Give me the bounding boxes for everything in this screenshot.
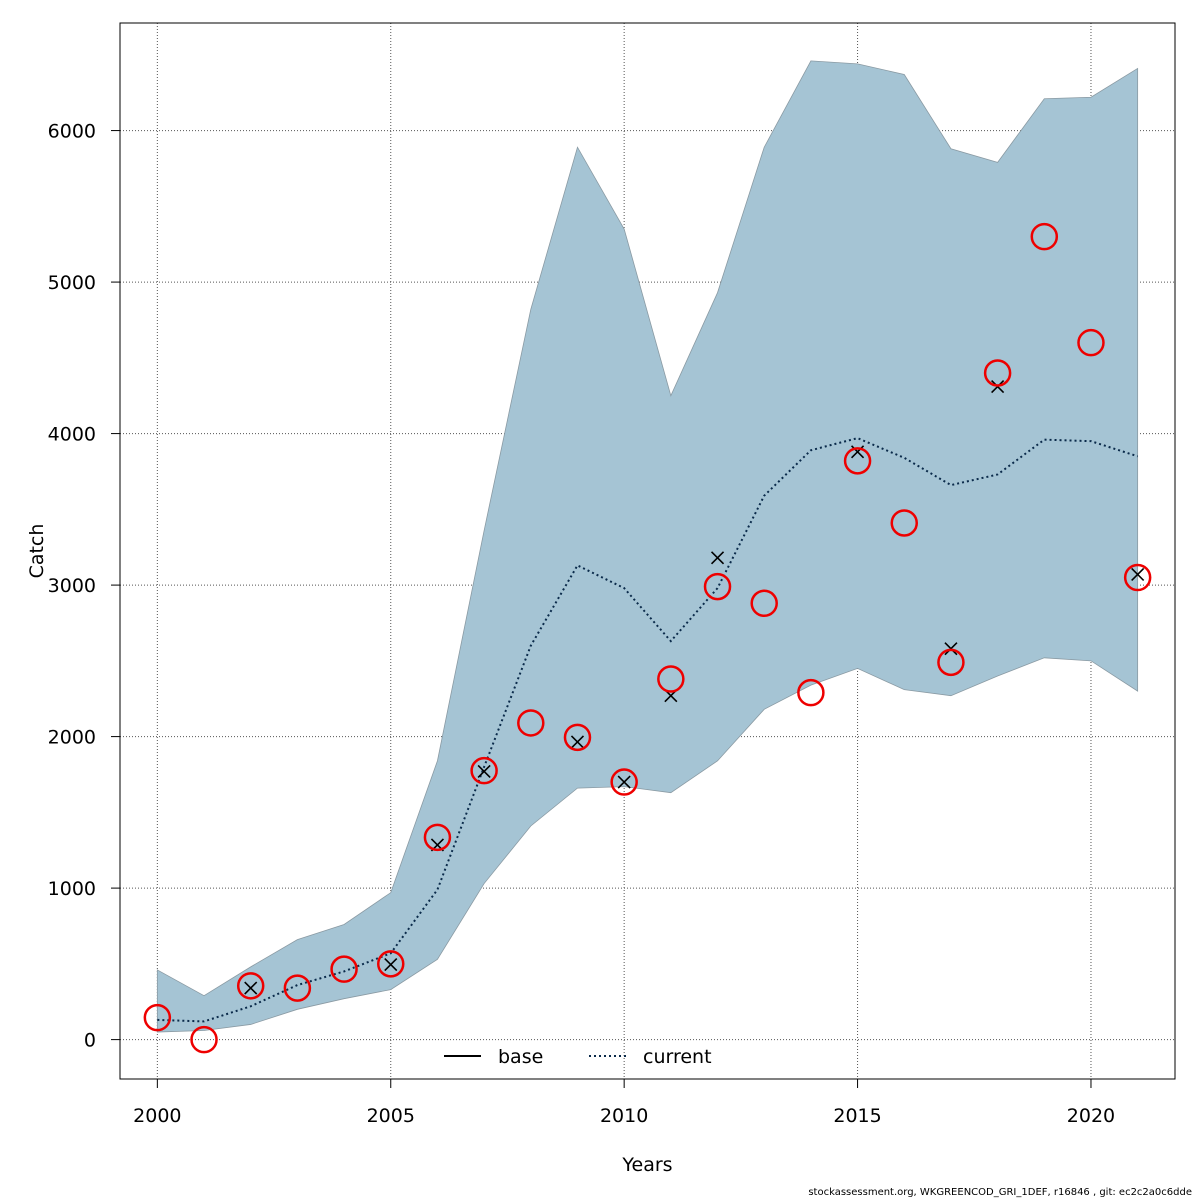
cross-marker bbox=[1131, 567, 1145, 582]
legend-label-current: current bbox=[643, 1046, 712, 1068]
y-tick-label: 6000 bbox=[48, 121, 96, 143]
footer-credit: stockassessment.org, WKGREENCOD_GRI_1DEF… bbox=[808, 1187, 1192, 1198]
observed-point bbox=[517, 709, 545, 737]
cross-stroke bbox=[617, 775, 631, 789]
cross-stroke bbox=[244, 981, 258, 995]
plot-frame bbox=[119, 22, 1176, 1080]
cross-stroke bbox=[710, 551, 725, 565]
observed-point bbox=[330, 955, 358, 983]
cross-marker bbox=[384, 958, 398, 972]
x-tick-label: 2005 bbox=[367, 1105, 415, 1127]
observed-point bbox=[423, 823, 452, 852]
y-tick-label: 1000 bbox=[48, 878, 96, 900]
legend-label-base: base bbox=[498, 1046, 543, 1068]
x-axis: 2000 2005 2010 2015 2020 bbox=[133, 1079, 1115, 1127]
observed-point bbox=[1077, 328, 1105, 357]
observed-point bbox=[470, 756, 498, 785]
observed-point bbox=[843, 447, 872, 475]
observed-point bbox=[797, 678, 825, 707]
series-lines bbox=[157, 437, 1138, 1023]
observed-point bbox=[1123, 563, 1152, 592]
confidence-band-area bbox=[156, 60, 1139, 1033]
observed-point bbox=[377, 950, 405, 978]
observed-point bbox=[143, 1003, 172, 1032]
confidence-band bbox=[156, 60, 1139, 1033]
x-tick-label: 2015 bbox=[833, 1105, 881, 1127]
cross-marker bbox=[244, 981, 258, 995]
cross-marker bbox=[477, 764, 491, 779]
observed-point bbox=[283, 974, 312, 1002]
cross-stroke bbox=[384, 958, 398, 972]
x-axis-label: Years bbox=[621, 1154, 672, 1176]
y-axis: 0 1000 2000 3000 4000 5000 6000 bbox=[48, 121, 120, 1052]
cross-stroke bbox=[477, 764, 491, 779]
legend: base current bbox=[444, 1046, 712, 1068]
y-tick-label: 2000 bbox=[48, 727, 96, 749]
series-line-current bbox=[157, 437, 1138, 1023]
x-tick-label: 2000 bbox=[133, 1105, 181, 1127]
y-tick-label: 5000 bbox=[48, 272, 96, 294]
y-axis-label: Catch bbox=[26, 524, 48, 579]
cross-marker bbox=[617, 775, 631, 789]
observed-point bbox=[703, 572, 732, 601]
cross-stroke bbox=[1131, 567, 1145, 582]
cross-marker bbox=[710, 551, 725, 565]
observed-points bbox=[143, 222, 1152, 1054]
observed-point bbox=[890, 509, 918, 537]
y-tick-label: 3000 bbox=[48, 575, 96, 597]
observed-point bbox=[750, 589, 778, 618]
observed-point bbox=[937, 648, 965, 677]
observed-point bbox=[983, 359, 1012, 387]
observed-point bbox=[610, 768, 638, 796]
cross-stroke bbox=[570, 735, 585, 749]
y-tick-label: 0 bbox=[84, 1030, 96, 1052]
observed-point bbox=[1030, 222, 1059, 251]
observed-point bbox=[190, 1025, 218, 1054]
observed-point bbox=[657, 665, 685, 693]
x-tick-label: 2020 bbox=[1067, 1105, 1115, 1127]
observed-point bbox=[236, 972, 265, 1000]
observed-point bbox=[563, 723, 592, 752]
y-tick-label: 4000 bbox=[48, 424, 96, 446]
cross-marker bbox=[570, 735, 585, 749]
x-tick-label: 2010 bbox=[600, 1105, 648, 1127]
